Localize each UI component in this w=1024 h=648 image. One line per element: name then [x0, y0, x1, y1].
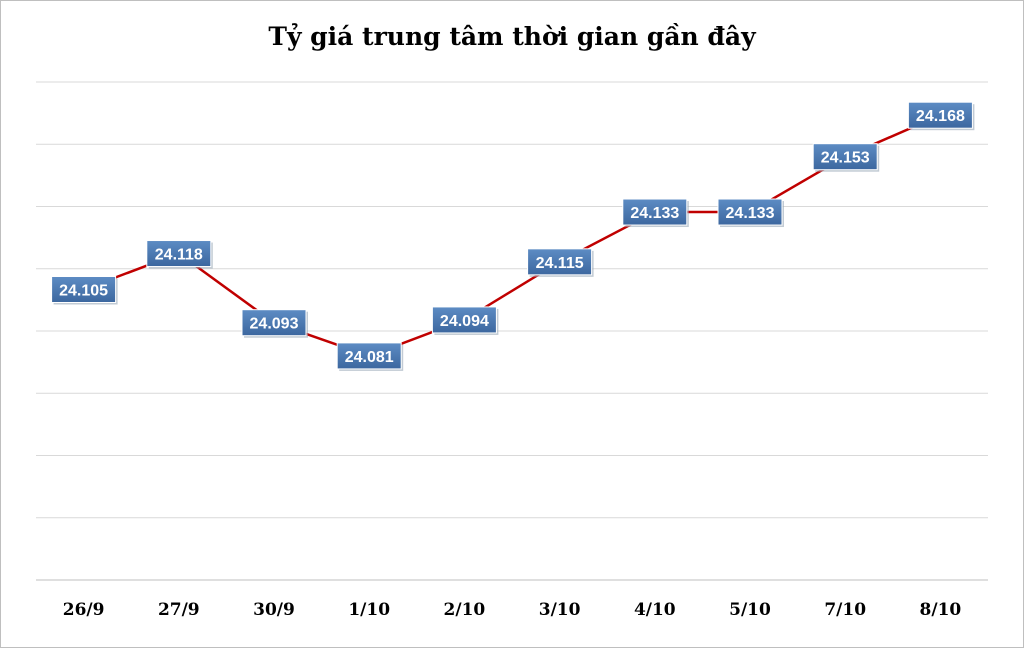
data-point: 24.133	[717, 198, 784, 228]
data-point: 24.105	[51, 276, 118, 305]
data-label-box	[907, 101, 973, 129]
data-label: 24.081	[345, 349, 394, 366]
data-label: 24.118	[155, 247, 203, 264]
data-point: 24.093	[241, 309, 308, 338]
data-label: 24.133	[726, 205, 775, 222]
x-tick-label: 3/10	[539, 600, 581, 620]
data-point: 24.094	[431, 306, 499, 335]
data-label: 24.093	[250, 316, 299, 333]
data-label-box	[622, 198, 688, 226]
data-label: 24.153	[821, 150, 870, 167]
x-tick-label: 4/10	[634, 600, 676, 620]
x-tick-label: 27/9	[158, 600, 200, 620]
data-label-box	[51, 276, 117, 303]
x-tick-label: 26/9	[63, 600, 105, 620]
data-label: 24.133	[630, 205, 679, 222]
data-label-box	[336, 342, 402, 370]
x-tick-label: 8/10	[920, 600, 962, 620]
data-point: 24.133	[622, 198, 689, 228]
data-label: 24.115	[536, 255, 584, 272]
x-tick-label: 5/10	[729, 600, 771, 620]
data-label: 24.105	[59, 283, 108, 300]
data-label-box	[146, 240, 212, 268]
x-tick-label: 2/10	[444, 600, 486, 620]
data-label-box	[717, 198, 783, 226]
data-point: 24.081	[336, 342, 404, 371]
x-tick-label: 1/10	[348, 600, 390, 620]
data-label-box	[431, 306, 497, 334]
data-point: 24.115	[527, 248, 594, 277]
data-point: 24.153	[812, 143, 880, 172]
data-label: 24.094	[440, 313, 489, 330]
data-label-box	[812, 143, 878, 171]
x-tick-label: 30/9	[253, 600, 295, 620]
data-label-box	[241, 309, 307, 337]
data-point: 24.118	[146, 240, 213, 269]
x-tick-label: 7/10	[824, 600, 866, 620]
chart-title: Tỷ giá trung tâm thời gian gần đây	[268, 22, 756, 51]
data-point: 24.168	[907, 101, 975, 131]
data-label-box	[527, 248, 593, 276]
data-label: 24.168	[916, 108, 965, 125]
